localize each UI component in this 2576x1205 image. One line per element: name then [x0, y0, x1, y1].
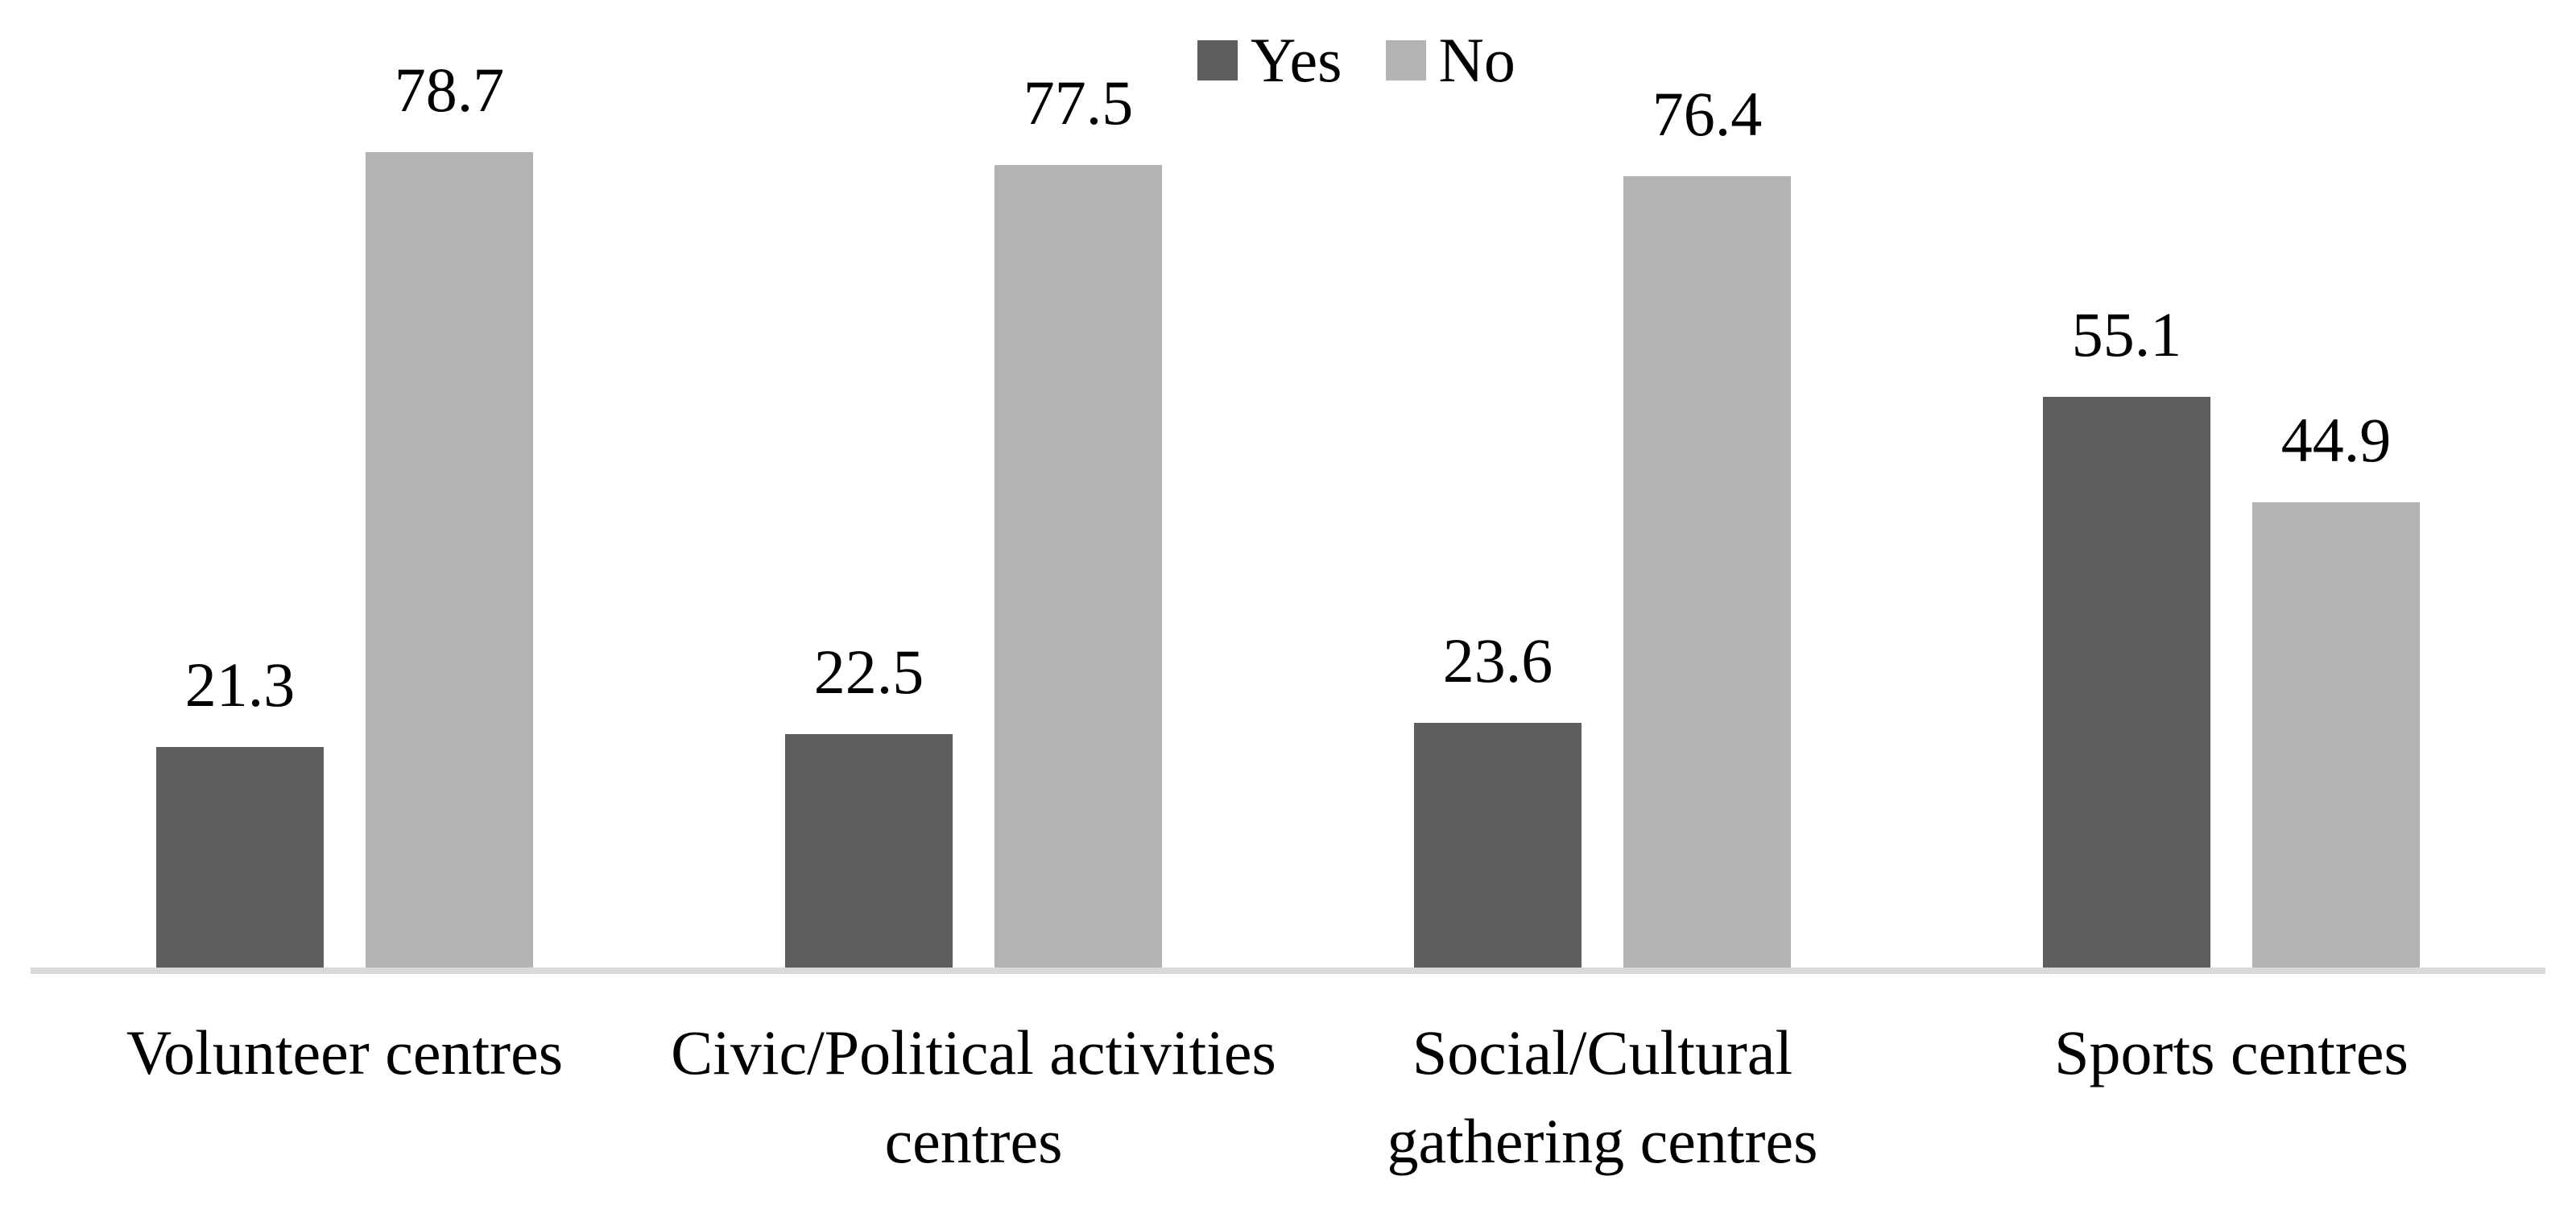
category-label-line: Social/Cultural	[1412, 1017, 1793, 1087]
category-label-line: Sports centres	[2054, 1017, 2409, 1087]
category-label-line: Volunteer centres	[126, 1017, 564, 1087]
data-label-yes-2: 22.5	[813, 637, 924, 707]
category-label-line: centres	[884, 1106, 1063, 1176]
legend-swatch-no-icon	[1385, 40, 1426, 80]
category-label-4: Sports centres	[1853, 1009, 2576, 1097]
x-axis-line	[31, 968, 2545, 974]
data-label-yes-3: 23.6	[1442, 625, 1553, 695]
legend-item-yes: Yes	[1197, 29, 1342, 92]
category-label-3: Social/Cultural gathering centres	[1224, 1009, 1981, 1186]
legend-swatch-yes-icon	[1197, 40, 1238, 80]
data-label-no-2: 77.5	[1023, 68, 1134, 138]
bar-yes-2	[785, 734, 953, 968]
category-label-2: Civic/Political activities centres	[595, 1009, 1352, 1186]
category-label-line: gathering centres	[1387, 1106, 1818, 1176]
bar-no-2	[994, 165, 1162, 968]
data-label-no-3: 76.4	[1652, 79, 1763, 149]
legend-label-no: No	[1438, 25, 1515, 95]
category-label-line: Civic/Political activities	[671, 1017, 1276, 1087]
bar-yes-3	[1414, 723, 1582, 968]
bar-no-4	[2252, 502, 2420, 968]
bar-yes-1	[156, 747, 324, 968]
bar-no-3	[1623, 176, 1791, 968]
bar-no-1	[366, 152, 533, 968]
data-label-no-1: 78.7	[394, 55, 505, 125]
data-label-yes-1: 21.3	[184, 650, 296, 720]
legend: Yes No	[1197, 29, 1515, 92]
category-label-1: Volunteer centres	[0, 1009, 723, 1097]
data-label-no-4: 44.9	[2280, 405, 2392, 475]
data-label-yes-4: 55.1	[2071, 299, 2182, 369]
legend-item-no: No	[1385, 25, 1515, 95]
legend-label-yes: Yes	[1251, 25, 1342, 95]
bar-yes-4	[2043, 397, 2210, 968]
